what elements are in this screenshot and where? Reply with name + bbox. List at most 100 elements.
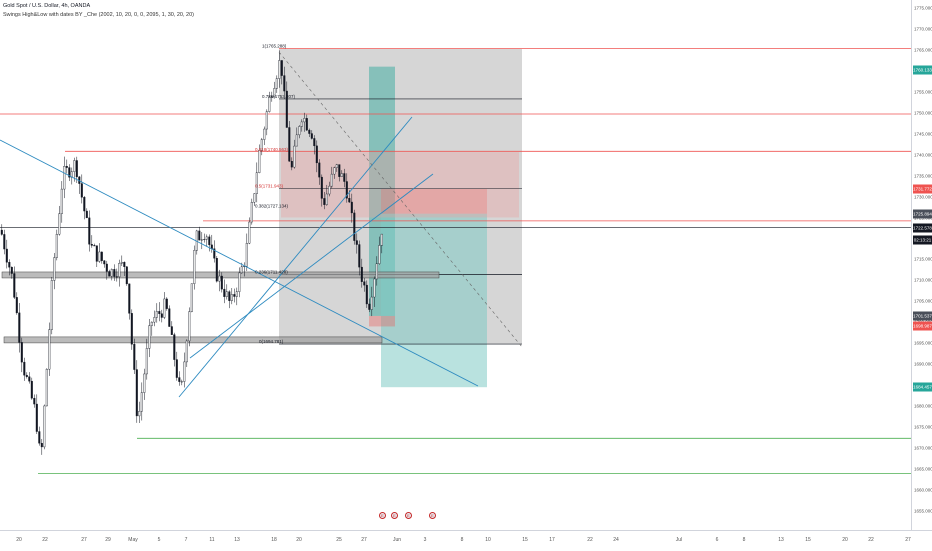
candle-body xyxy=(18,312,21,343)
candle-body xyxy=(375,263,378,280)
candle-body xyxy=(85,210,88,219)
price-tick-label: 1765.000 xyxy=(914,47,932,53)
time-tick-label: 20 xyxy=(296,537,302,543)
fib-label: 0.5(1731.943) xyxy=(255,184,284,189)
candle-body xyxy=(113,269,116,277)
time-tick-label: 13 xyxy=(778,537,784,543)
candle-body xyxy=(208,236,211,246)
candle-body xyxy=(308,129,311,134)
fib-red-band xyxy=(281,152,519,218)
time-tick-label: 5 xyxy=(157,537,161,543)
candle-body xyxy=(255,172,258,194)
flag-icon: E xyxy=(391,512,398,519)
candle-body xyxy=(48,329,51,370)
candle-body xyxy=(203,239,206,241)
candle-body xyxy=(365,284,368,305)
time-tick-label: Jun xyxy=(392,537,402,543)
candle-body xyxy=(345,181,348,199)
candle-body xyxy=(283,75,286,92)
candle-body xyxy=(95,245,98,262)
price-tick-label: 1735.000 xyxy=(914,173,932,179)
economic-event-icon[interactable]: E xyxy=(379,512,386,524)
time-tick-label: 10 xyxy=(485,537,491,543)
economic-event-icon[interactable]: E xyxy=(429,512,436,524)
chart-canvas[interactable]: 1(1765.288) 0.786(1753.307) 0.618(1740.563… xyxy=(0,0,911,530)
candle-body xyxy=(175,359,178,378)
candle-body xyxy=(190,283,193,312)
candle-body xyxy=(65,166,68,168)
economic-event-icon[interactable]: E xyxy=(405,512,412,524)
candle-body xyxy=(138,411,141,417)
candle-body xyxy=(258,149,261,173)
candle-body xyxy=(280,60,283,76)
candle-body xyxy=(213,248,216,259)
supply-zone xyxy=(1,271,440,279)
candle-body xyxy=(143,373,146,393)
candle-body xyxy=(300,121,303,127)
time-tick-label: 20 xyxy=(16,537,22,543)
time-tick-label: 27 xyxy=(361,537,367,543)
fib-diagonal xyxy=(278,51,523,348)
candle-body xyxy=(25,374,28,377)
price-tick-label: 1675.000 xyxy=(914,424,932,430)
demand-zone xyxy=(3,336,383,344)
candle-body xyxy=(358,244,361,268)
candle-body xyxy=(325,193,328,205)
candle-body xyxy=(63,166,66,190)
price-tick-label: 1730.000 xyxy=(914,194,932,200)
candle-body xyxy=(155,311,158,318)
price-badge: 1701.537 xyxy=(913,311,932,321)
candle-body xyxy=(45,368,48,407)
candle-body xyxy=(198,230,201,241)
price-tick-label: 1655.000 xyxy=(914,508,932,514)
symbol-title[interactable]: Gold Spot / U.S. Dollar, 4h, OANDA xyxy=(3,3,91,9)
candle-body xyxy=(248,221,251,244)
candle-body xyxy=(148,325,151,349)
candle-body xyxy=(93,245,96,247)
candle-body xyxy=(153,317,156,323)
price-badge: 1722.578 xyxy=(913,223,932,233)
time-tick-label: 27 xyxy=(905,537,911,543)
candle-body xyxy=(5,248,8,263)
candle-body xyxy=(263,128,266,140)
indicator-title[interactable]: Swings High&Low with dates BY _Che (2002… xyxy=(3,12,194,18)
price-tick-label: 1705.000 xyxy=(914,298,932,304)
trend-line xyxy=(0,139,479,387)
candle-body xyxy=(275,78,278,89)
candle-body xyxy=(68,167,71,178)
candle-body xyxy=(10,266,13,274)
candle-body xyxy=(288,127,291,162)
time-tick-label: 29 xyxy=(105,537,111,543)
candle-body xyxy=(305,118,308,131)
candle-body xyxy=(170,326,173,335)
candle-body xyxy=(105,263,108,272)
price-badge: 02:13:21 xyxy=(913,235,932,245)
candle-body xyxy=(215,258,218,282)
candle-body xyxy=(205,236,208,240)
economic-event-icon[interactable]: E xyxy=(391,512,398,524)
candle-body xyxy=(373,278,376,298)
price-axis[interactable]: 1775.0001770.0001765.0001760.0001755.000… xyxy=(911,0,932,530)
price-badge: 1760.133 xyxy=(913,65,932,75)
time-tick-label: 22 xyxy=(42,537,48,543)
time-tick-label: 3 xyxy=(423,537,427,543)
time-tick-label: 22 xyxy=(587,537,593,543)
candle-body xyxy=(150,321,153,326)
candle-body xyxy=(145,348,148,375)
candle-body xyxy=(100,251,103,261)
candle-body xyxy=(33,397,36,405)
candle-body xyxy=(323,198,326,205)
candle-body xyxy=(380,233,383,246)
candle-body xyxy=(88,217,91,245)
candle-body xyxy=(240,266,243,274)
candle-body xyxy=(200,239,203,241)
time-tick-label: 8 xyxy=(742,537,746,543)
candle-body xyxy=(335,164,338,168)
time-axis[interactable]: 20 22 27 29 May 5 7 11 13 18 20 25 27 Jun 3 8 10 15 17 22 24… xyxy=(0,530,932,551)
price-tick-label: 1680.000 xyxy=(914,403,932,409)
candle-body xyxy=(295,134,298,147)
price-badge: 1684.457 xyxy=(913,382,932,392)
candle-body xyxy=(188,311,191,342)
candle-body xyxy=(355,240,358,245)
trend-line xyxy=(189,173,434,359)
